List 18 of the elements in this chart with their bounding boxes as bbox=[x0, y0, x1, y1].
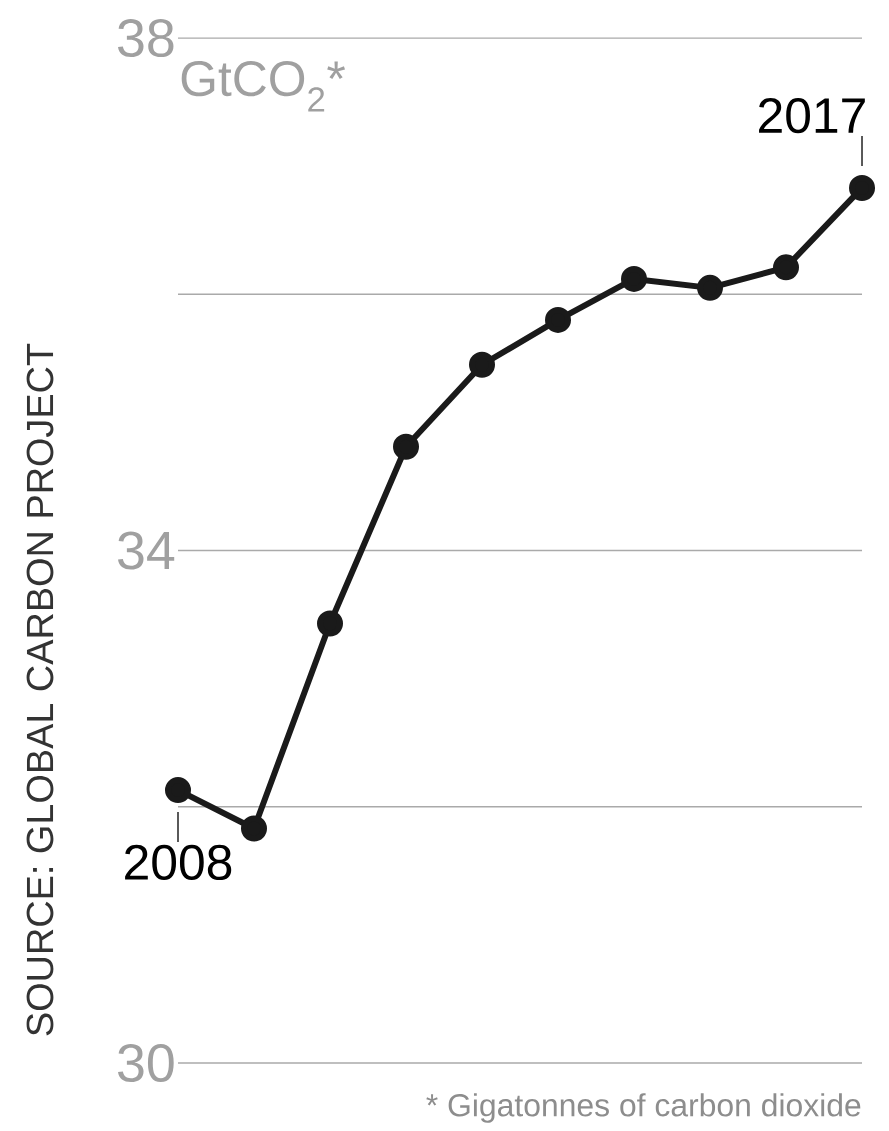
point bbox=[773, 254, 800, 281]
point bbox=[317, 610, 343, 637]
y-tick-label: 38 bbox=[118, 18, 174, 58]
point bbox=[545, 306, 571, 333]
text: * Gigatonnes of carbon dioxide bbox=[426, 1093, 861, 1123]
y-axis-title: GtCO$_{2}$* bbox=[181, 61, 346, 112]
point bbox=[469, 351, 495, 378]
point bbox=[393, 433, 419, 460]
point bbox=[621, 265, 647, 292]
y-tick-label: 34 bbox=[118, 531, 175, 570]
point bbox=[697, 274, 724, 301]
y-tick-label: 30 bbox=[118, 1043, 174, 1083]
annotation: 2017 bbox=[759, 98, 865, 134]
point bbox=[849, 174, 876, 201]
annotation: 2008 bbox=[125, 844, 232, 881]
point bbox=[165, 777, 191, 804]
point bbox=[241, 815, 267, 842]
source-note: SOURCE: GLOBAL CARBON PROJECT bbox=[26, 343, 54, 1036]
